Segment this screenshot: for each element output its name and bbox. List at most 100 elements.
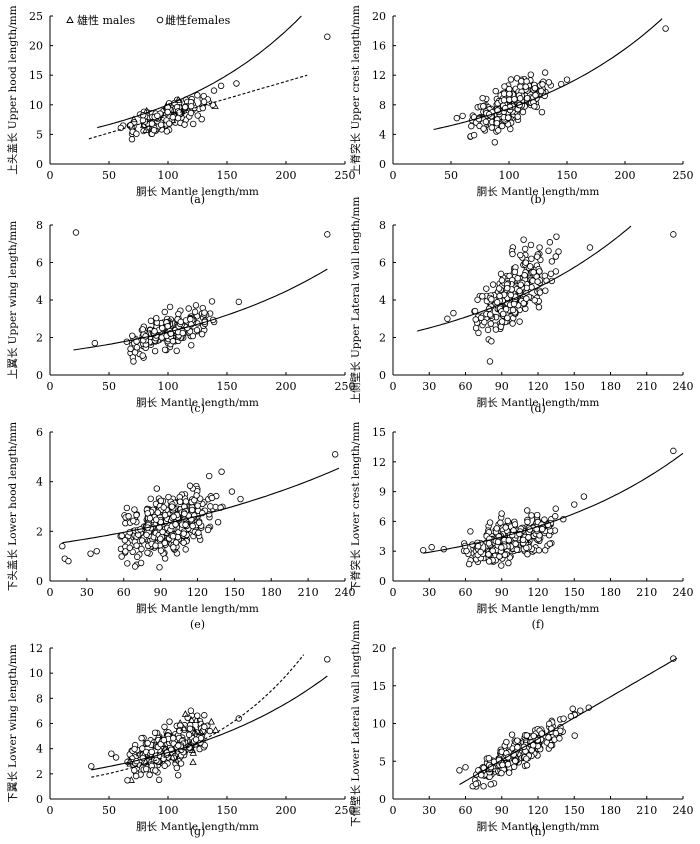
y-tick-label: 16 xyxy=(372,40,386,53)
fit-curve-dashed xyxy=(88,74,308,140)
data-point xyxy=(501,83,508,90)
panel-label: (c) xyxy=(190,402,205,415)
x-tick-label: 240 xyxy=(673,586,694,599)
y-tick-label: 0 xyxy=(379,575,386,588)
data-point xyxy=(530,269,537,276)
data-point xyxy=(175,310,182,318)
data-point xyxy=(173,347,180,355)
data-point xyxy=(497,323,505,330)
data-point xyxy=(495,127,502,134)
panel-f: 0 30 60 90 120 150 180 210 240 0 3 6 9 12 15 胴长 Mantle … xyxy=(349,422,694,631)
data-point xyxy=(505,769,513,776)
data-point xyxy=(523,78,530,85)
y-tick-label: 10 xyxy=(372,718,386,731)
data-point xyxy=(472,324,480,332)
data-point xyxy=(504,314,511,322)
data-point xyxy=(463,547,470,555)
panel-a: 0 50 100 150 200 250 0 5 10 15 20 25 胴长 Mantle lengt… xyxy=(6,5,356,206)
x-tick-label: 0 xyxy=(390,169,397,182)
y-tick-label: 0 xyxy=(36,158,43,171)
data-point xyxy=(192,736,200,743)
data-point xyxy=(472,780,480,788)
data-point xyxy=(512,540,519,548)
data-point xyxy=(488,338,495,345)
data-point xyxy=(133,511,140,519)
data-point xyxy=(498,562,505,569)
data-point xyxy=(569,705,576,712)
outlier-point xyxy=(428,544,435,551)
data-point xyxy=(181,510,188,518)
data-point xyxy=(160,736,168,744)
data-point xyxy=(514,113,521,120)
data-point xyxy=(539,81,546,88)
data-point xyxy=(552,268,560,275)
data-point xyxy=(157,497,165,504)
data-point xyxy=(514,737,521,744)
data-point xyxy=(148,120,156,127)
data-point xyxy=(517,281,524,288)
data-point xyxy=(201,723,208,731)
data-point xyxy=(127,345,134,353)
male-point xyxy=(142,126,150,133)
scatter-points xyxy=(126,92,219,143)
x-tick-label: 180 xyxy=(261,586,282,599)
data-point xyxy=(507,291,515,299)
outlier-point xyxy=(577,707,584,714)
data-point xyxy=(553,233,560,240)
data-point xyxy=(545,734,552,741)
data-point xyxy=(124,777,131,784)
data-point xyxy=(131,563,139,570)
data-point xyxy=(199,104,207,112)
data-point xyxy=(538,108,546,116)
outlier-point xyxy=(72,229,80,236)
outlier-point xyxy=(670,447,677,455)
data-point xyxy=(181,121,188,128)
data-point xyxy=(474,296,481,303)
data-point xyxy=(487,781,494,788)
outlier-point xyxy=(228,488,236,495)
data-point xyxy=(150,126,158,134)
x-tick-label: 120 xyxy=(187,586,208,599)
data-point xyxy=(133,344,141,351)
y-tick-label: 20 xyxy=(372,10,386,23)
outlier-point xyxy=(459,112,466,120)
data-point xyxy=(552,253,559,260)
y-tick-label: 8 xyxy=(36,219,43,232)
male-point xyxy=(130,115,138,123)
scatter-points xyxy=(124,707,220,784)
x-tick-label: 150 xyxy=(217,380,238,393)
data-point xyxy=(185,305,192,312)
outlier-point xyxy=(93,548,100,555)
y-tick-label: 5 xyxy=(36,128,43,141)
x-tick-label: 240 xyxy=(673,380,694,393)
data-point xyxy=(138,735,145,742)
data-point xyxy=(157,547,165,554)
x-tick-label: 180 xyxy=(600,804,621,817)
x-tick-label: 60 xyxy=(117,586,131,599)
data-point xyxy=(118,553,125,560)
data-point xyxy=(179,329,186,337)
data-point xyxy=(482,118,490,125)
y-axis-label: 下头盖长 Lower hood length/mm xyxy=(6,422,19,591)
outlier-point xyxy=(571,501,578,508)
x-axis-label: 胴长 Mantle length/mm xyxy=(136,821,259,833)
data-point xyxy=(520,300,527,307)
data-point xyxy=(483,285,490,292)
data-point xyxy=(207,503,214,510)
data-point xyxy=(504,761,512,768)
x-tick-label: 250 xyxy=(335,380,356,393)
data-point xyxy=(467,528,474,535)
data-point xyxy=(511,268,519,276)
data-point xyxy=(497,519,504,526)
data-point xyxy=(200,98,208,105)
x-tick-label: 30 xyxy=(422,380,436,393)
data-point xyxy=(509,250,516,258)
data-point xyxy=(130,517,137,525)
outlier-point xyxy=(444,315,451,322)
x-tick-label: 200 xyxy=(615,169,636,182)
x-axis-label: 胴长 Mantle length/mm xyxy=(136,186,259,198)
x-axis-label: 胴长 Mantle length/mm xyxy=(477,603,600,615)
x-tick-label: 180 xyxy=(600,380,621,393)
x-tick-label: 50 xyxy=(102,804,116,817)
y-tick-label: 10 xyxy=(29,667,43,680)
